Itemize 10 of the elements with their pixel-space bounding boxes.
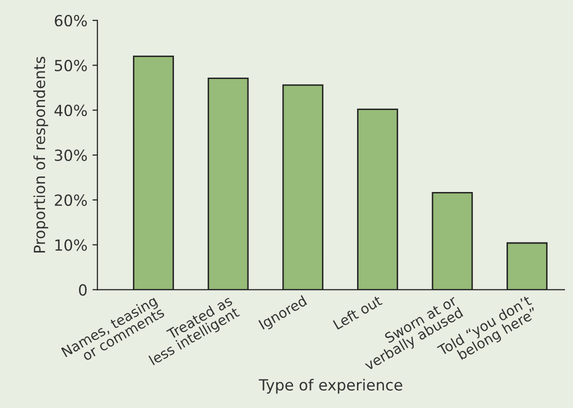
y-tick-label: 0 <box>78 284 87 296</box>
y-tick-label: 30% <box>54 150 87 162</box>
y-tick-label: 40% <box>54 104 87 116</box>
y-tick-label: 50% <box>54 60 87 72</box>
x-tick-label: Left out <box>332 294 383 330</box>
y-axis-title: Proportion of respondents <box>33 56 48 253</box>
y-tick-label: 10% <box>55 239 87 251</box>
x-axis-title: Type of experience <box>258 378 402 394</box>
y-tick-label: 60% <box>54 14 87 26</box>
y-tick-label: 20% <box>54 194 87 206</box>
